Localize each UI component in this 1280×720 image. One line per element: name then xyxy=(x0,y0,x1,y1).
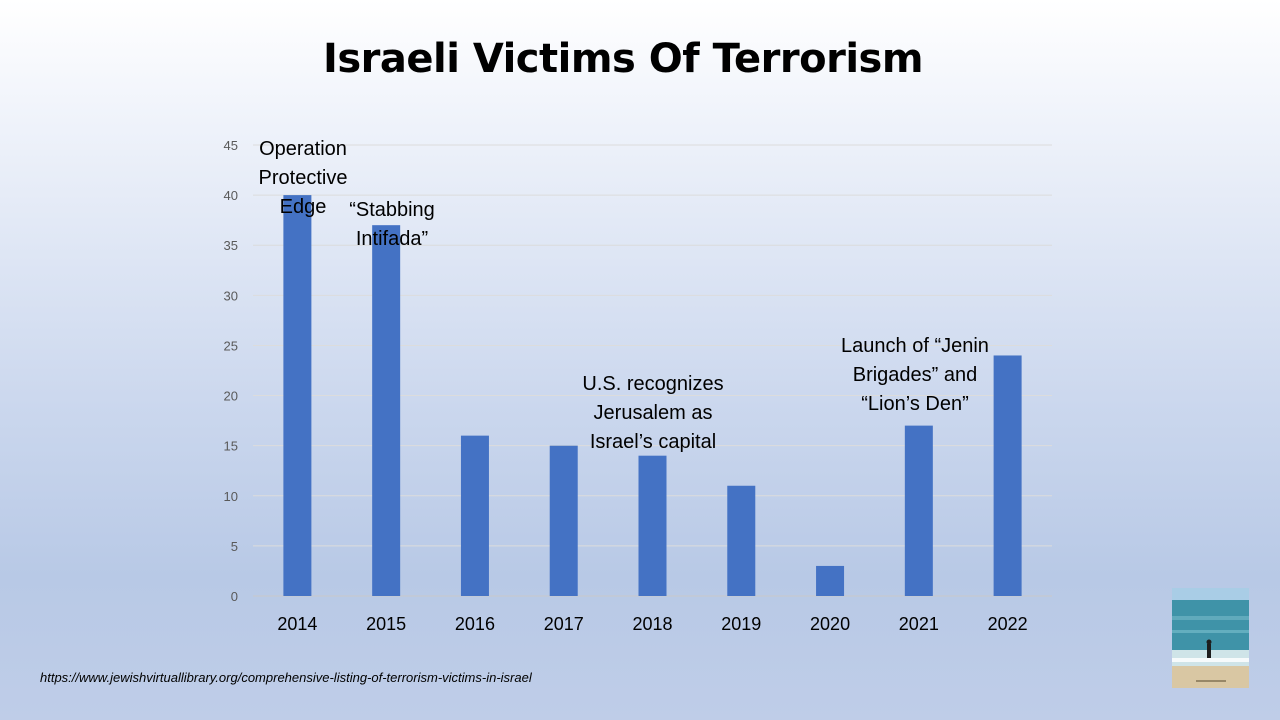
x-tick-label: 2022 xyxy=(988,614,1028,634)
bar-2019 xyxy=(727,485,756,596)
annotation-2018: U.S. recognizes Jerusalem as Israel’s capi… xyxy=(582,373,723,453)
annotation-line: Israel’s capital xyxy=(590,431,716,453)
x-tick-label: 2014 xyxy=(277,614,317,634)
bar-2016 xyxy=(460,435,489,596)
annotation-line: U.S. recognizes xyxy=(582,373,723,395)
bar-2022 xyxy=(993,355,1022,596)
beach-photo xyxy=(1172,588,1249,688)
x-tick-label: 2018 xyxy=(632,614,672,634)
bar-2020 xyxy=(816,565,845,596)
source-link[interactable]: https://www.jewishvirtuallibrary.org/com… xyxy=(40,670,532,685)
bar-2014 xyxy=(283,195,312,596)
bar-2018 xyxy=(638,455,667,596)
bar-2015 xyxy=(372,225,401,596)
y-tick-label: 20 xyxy=(224,389,238,404)
y-tick-label: 45 xyxy=(224,138,238,153)
x-axis-tick-labels: 2014 2015 2016 2017 2018 2019 2020 2021 2022 xyxy=(277,614,1027,634)
annotation-line: Edge xyxy=(280,196,327,218)
y-tick-label: 40 xyxy=(224,188,238,203)
x-tick-label: 2019 xyxy=(721,614,761,634)
y-axis-tick-labels: 0 5 10 15 20 25 30 35 40 45 xyxy=(224,138,238,604)
annotation-line: Protective xyxy=(259,167,348,189)
annotation-line: Launch of “Jenin xyxy=(841,335,989,357)
y-tick-label: 5 xyxy=(231,539,238,554)
x-tick-label: 2021 xyxy=(899,614,939,634)
annotation-2015: “Stabbing Intifada” xyxy=(349,199,435,250)
annotation-2021: Launch of “Jenin Brigades” and “Lion’s Den… xyxy=(841,335,989,415)
y-tick-label: 15 xyxy=(224,439,238,454)
y-tick-label: 0 xyxy=(231,589,238,604)
x-tick-label: 2017 xyxy=(544,614,584,634)
slide-title: Israeli Victims Of Terrorism xyxy=(322,36,924,82)
annotation-2014: Operation Protective Edge xyxy=(259,138,348,218)
annotation-line: Jerusalem as xyxy=(594,402,713,424)
annotation-line: Brigades” and xyxy=(853,364,978,386)
x-tick-label: 2020 xyxy=(810,614,850,634)
annotation-line: “Lion’s Den” xyxy=(861,393,968,415)
annotations: Operation Protective Edge “Stabbing Intifada… xyxy=(259,138,989,453)
y-tick-label: 25 xyxy=(224,338,238,353)
bars xyxy=(283,195,1022,596)
y-tick-label: 10 xyxy=(224,489,238,504)
annotation-line: Operation xyxy=(259,138,347,160)
bar-2021 xyxy=(904,425,933,596)
annotation-line: “Stabbing xyxy=(349,199,435,221)
y-tick-label: 35 xyxy=(224,238,238,253)
annotation-line: Intifada” xyxy=(356,228,428,250)
bar-2017 xyxy=(549,445,578,596)
y-tick-label: 30 xyxy=(224,288,238,303)
x-tick-label: 2015 xyxy=(366,614,406,634)
x-tick-label: 2016 xyxy=(455,614,495,634)
